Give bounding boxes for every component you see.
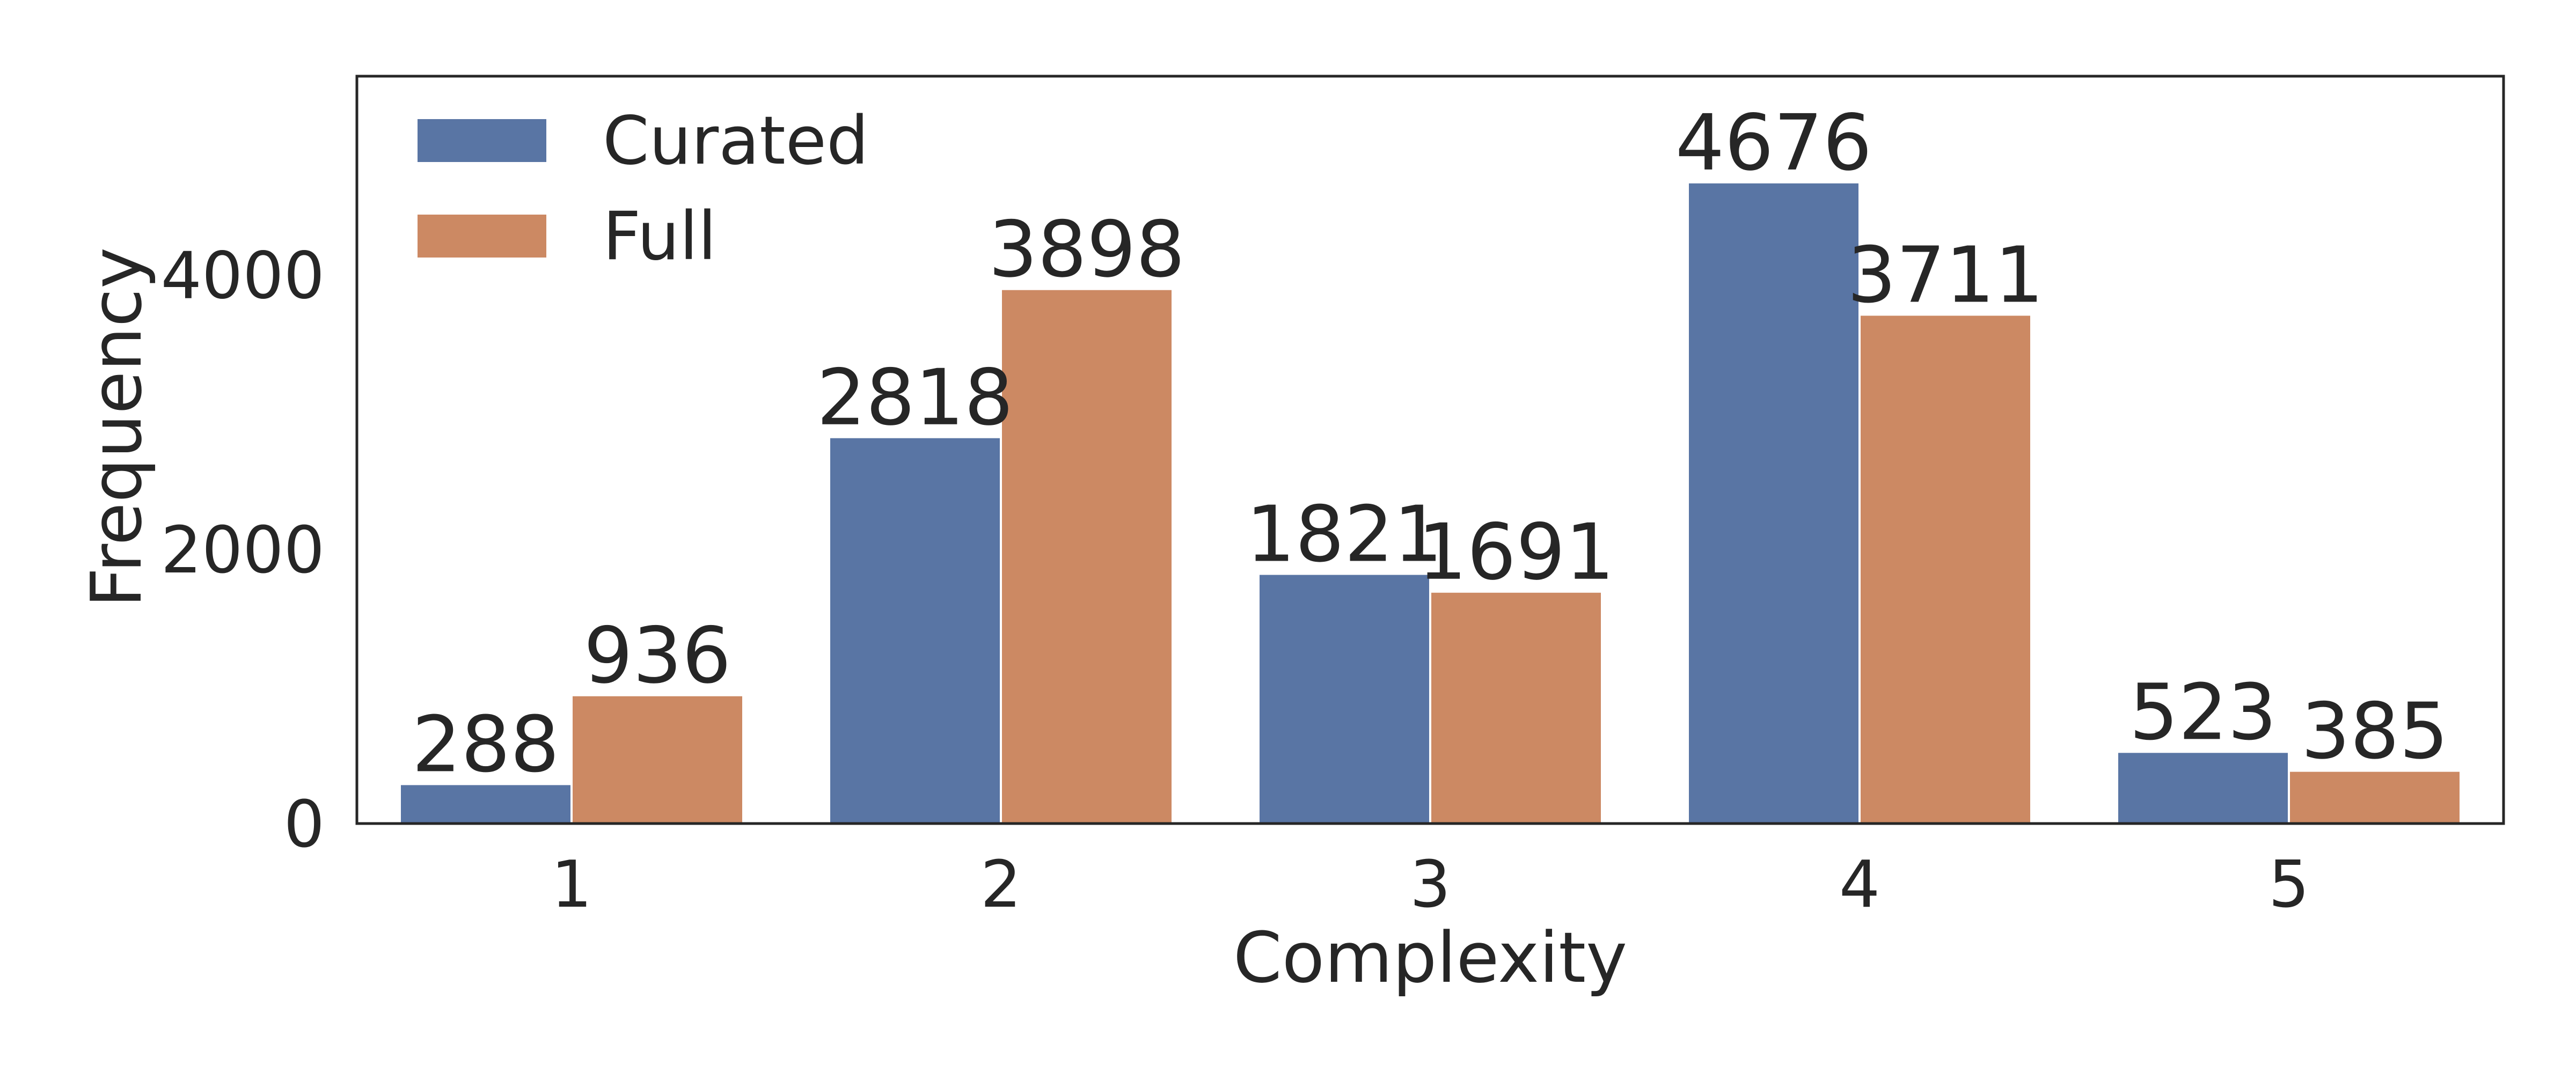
legend-label-curated: Curated [603,102,869,180]
y-tick-label: 4000 [161,239,325,314]
x-tick-label: 5 [2268,848,2309,922]
bar-curated-1 [399,783,573,825]
legend-label-full: Full [603,198,716,275]
value-label-full-3: 1691 [1418,507,1614,597]
bar-curated-5 [2116,751,2290,825]
bar-full-4 [1858,313,2032,825]
bar-full-5 [2288,769,2462,825]
x-tick-label: 1 [551,848,592,922]
bar-full-1 [570,694,744,825]
y-tick-label: 2000 [161,513,325,588]
bar-full-3 [1429,590,1603,825]
x-tick-label: 2 [980,848,1021,922]
plot-frame [355,75,2505,825]
value-label-full-1: 936 [584,611,731,701]
value-label-curated-1: 288 [412,699,560,789]
bars-layer [399,181,2462,825]
value-label-full-4: 3711 [1847,230,2044,320]
value-label-full-5: 385 [2301,686,2449,776]
x-tick-label: 3 [1410,848,1451,922]
legend-swatch-curated [418,119,546,162]
value-label-full-2: 3898 [989,204,1185,295]
x-tick-label: 4 [1839,848,1880,922]
value-label-curated-5: 523 [2129,667,2277,757]
value-label-curated-2: 2818 [817,352,1013,443]
y-axis-ticks: 0 2000 4000 [161,239,325,862]
bar-curated-2 [828,436,1002,825]
y-tick-label: 0 [284,788,325,862]
legend: Curated Full [418,102,869,275]
y-axis-title: Frequency [76,247,157,608]
x-axis-ticks: 1 2 3 4 5 [551,848,2309,922]
bar-value-labels: 288 2818 1821 4676 523 936 3898 1691 3711 385 [412,98,2449,790]
x-axis-title: Complexity [1233,917,1627,998]
bar-curated-4 [1687,181,1861,825]
bar-full-2 [1000,288,1174,825]
value-label-curated-3: 1821 [1246,489,1443,579]
legend-swatch-full [418,215,546,258]
value-label-curated-4: 4676 [1675,98,1872,188]
bar-curated-3 [1257,572,1431,825]
